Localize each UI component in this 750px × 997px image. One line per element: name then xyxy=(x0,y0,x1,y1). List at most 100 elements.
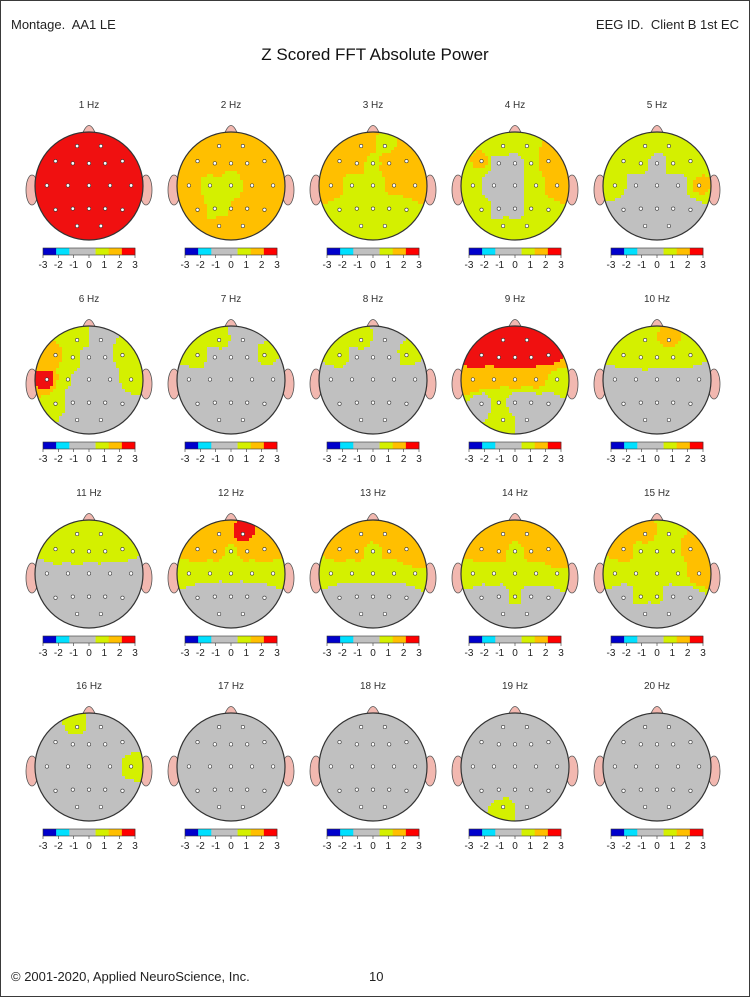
electrode-p4 xyxy=(387,594,392,599)
scale-swatch xyxy=(392,829,407,836)
electrode-f7 xyxy=(53,740,58,745)
scale-tick-label: -3 xyxy=(465,454,474,465)
electrode-t5 xyxy=(195,788,200,793)
scale-swatch xyxy=(366,636,380,643)
electrode-f3 xyxy=(638,161,643,166)
electrode-f4 xyxy=(103,742,108,747)
eeg-id-label: EEG ID. xyxy=(596,17,644,32)
topomap: 10 Hz -3 -2 -1 0 1 2 3 xyxy=(593,294,721,465)
scale-tick-label: 1 xyxy=(244,454,250,465)
electrode-p4 xyxy=(245,787,250,792)
electrode-f4 xyxy=(103,161,108,166)
scale-tick-label: -1 xyxy=(69,454,78,465)
head-outline xyxy=(460,712,570,822)
scale-tick-label: 2 xyxy=(401,260,407,271)
scale-swatch xyxy=(340,248,354,255)
scale-tick-label: 3 xyxy=(700,260,706,271)
electrode-c4 xyxy=(250,571,255,576)
electrode-o2 xyxy=(382,611,387,616)
scale-tick-label: 2 xyxy=(543,454,549,465)
scale-tick-label: -2 xyxy=(622,841,631,852)
electrode-c3 xyxy=(491,377,496,382)
electrode-f7 xyxy=(53,353,58,358)
electrode-t5 xyxy=(337,207,342,212)
scale-swatch xyxy=(379,248,394,255)
electrode-o2 xyxy=(98,223,103,228)
scale-swatch xyxy=(263,829,278,836)
color-scale: -3 -2 -1 0 1 2 3 xyxy=(323,635,422,659)
scale-tick-label: -3 xyxy=(39,841,48,852)
electrode-cz xyxy=(512,183,517,188)
electrode-f8 xyxy=(688,547,693,552)
electrode-o1 xyxy=(643,417,648,422)
scale-tick-label: 1 xyxy=(670,260,676,271)
scale-tick-label: -1 xyxy=(637,454,646,465)
electrode-f3 xyxy=(70,161,75,166)
electrode-pz xyxy=(512,787,517,792)
electrode-fp1 xyxy=(501,532,506,537)
scale-swatch xyxy=(211,248,225,255)
electrode-fp1 xyxy=(643,144,648,149)
electrode-t3 xyxy=(612,183,617,188)
scale-tick-label: 0 xyxy=(370,260,376,271)
electrode-fp2 xyxy=(524,532,529,537)
head-outline xyxy=(460,131,570,241)
topomap-frequency-label: 3 Hz xyxy=(363,100,384,111)
scale-swatch xyxy=(650,248,664,255)
scale-tick-label: -3 xyxy=(465,648,474,659)
electrode-pz xyxy=(229,206,234,211)
electrode-c4 xyxy=(534,377,539,382)
electrode-c4 xyxy=(676,764,681,769)
electrode-p4 xyxy=(671,400,676,405)
scale-swatch xyxy=(237,248,252,255)
scale-tick-label: 1 xyxy=(386,841,392,852)
topomap-heat-field xyxy=(35,520,143,628)
electrode-t6 xyxy=(404,788,409,793)
electrode-o2 xyxy=(666,804,671,809)
scale-tick-label: -1 xyxy=(211,841,220,852)
scale-tick-label: 1 xyxy=(244,260,250,271)
topomap: 7 Hz -3 -2 -1 0 1 2 3 xyxy=(167,294,295,465)
electrode-f7 xyxy=(195,740,200,745)
scale-swatch xyxy=(611,636,625,643)
topomap-frequency-label: 19 Hz xyxy=(502,681,528,692)
scale-swatch xyxy=(521,248,536,255)
electrode-t6 xyxy=(546,207,551,212)
electrode-t6 xyxy=(546,401,551,406)
head-outline xyxy=(176,325,286,435)
head-outline xyxy=(34,519,144,629)
scale-tick-label: -1 xyxy=(211,260,220,271)
electrode-f7 xyxy=(195,547,200,552)
scale-tick-label: -3 xyxy=(607,454,616,465)
electrode-cz xyxy=(512,764,517,769)
scale-tick-label: 3 xyxy=(558,841,564,852)
scale-tick-label: 2 xyxy=(543,260,549,271)
scale-tick-label: 1 xyxy=(102,841,108,852)
scale-tick-label: -3 xyxy=(181,260,190,271)
scale-tick-label: -2 xyxy=(622,648,631,659)
electrode-p4 xyxy=(529,594,534,599)
topomap: 16 Hz -3 -2 -1 0 1 2 3 xyxy=(25,681,153,852)
electrode-t3 xyxy=(470,377,475,382)
scale-swatch xyxy=(366,248,380,255)
scale-tick-label: -1 xyxy=(353,260,362,271)
scale-tick-label: 0 xyxy=(370,454,376,465)
electrode-t3 xyxy=(186,764,191,769)
electrode-t4 xyxy=(129,764,134,769)
scale-tick-label: 0 xyxy=(370,841,376,852)
electrode-fp2 xyxy=(240,338,245,343)
color-scale: -3 -2 -1 0 1 2 3 xyxy=(607,635,706,659)
electrode-c3 xyxy=(207,764,212,769)
scale-tick-label: -1 xyxy=(495,841,504,852)
scale-tick-label: 0 xyxy=(512,841,518,852)
scale-swatch xyxy=(353,829,367,836)
electrode-t4 xyxy=(413,764,418,769)
electrode-t4 xyxy=(413,571,418,576)
eeg-id-header: EEG ID. Client B 1st EC xyxy=(596,17,739,32)
electrode-fz xyxy=(370,355,375,360)
scale-swatch xyxy=(508,829,522,836)
electrode-t5 xyxy=(195,595,200,600)
topomap: 13 Hz -3 -2 -1 0 1 2 3 xyxy=(309,488,437,659)
scale-swatch xyxy=(95,636,110,643)
